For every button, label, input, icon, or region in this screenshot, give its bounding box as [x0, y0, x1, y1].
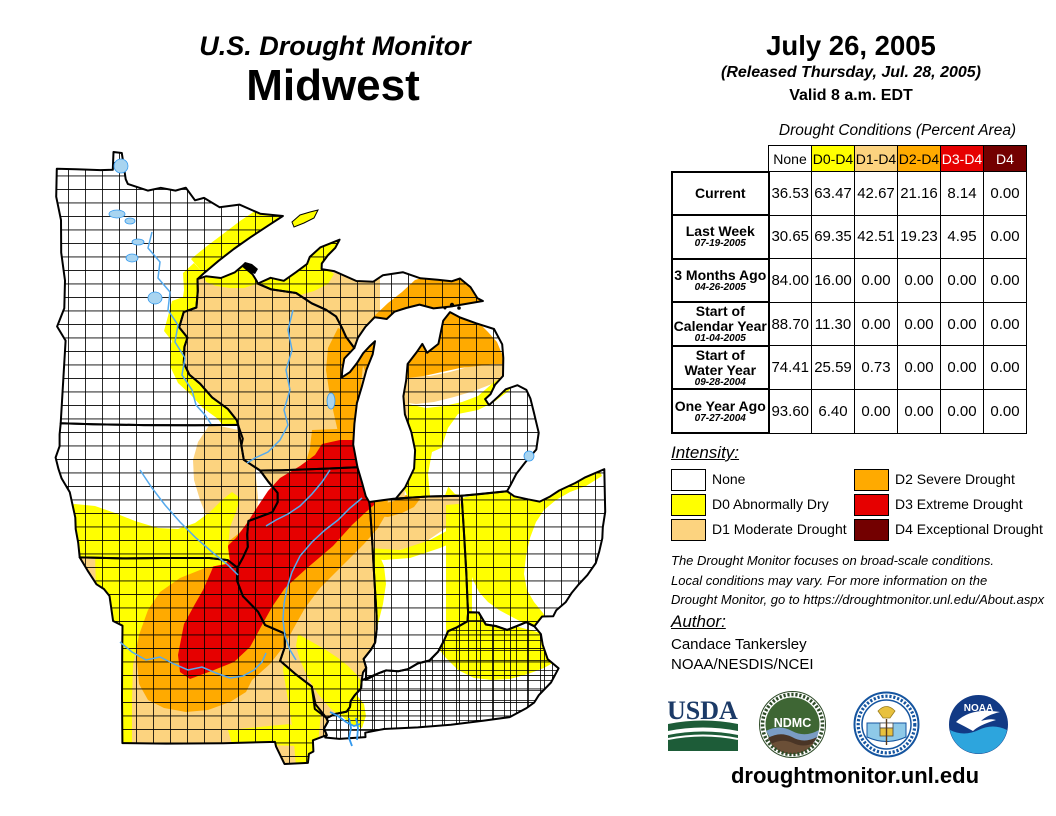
svg-text:NOAA: NOAA [964, 703, 993, 714]
svg-text:NDMC: NDMC [774, 716, 812, 730]
svg-text:USDA: USDA [668, 697, 738, 725]
